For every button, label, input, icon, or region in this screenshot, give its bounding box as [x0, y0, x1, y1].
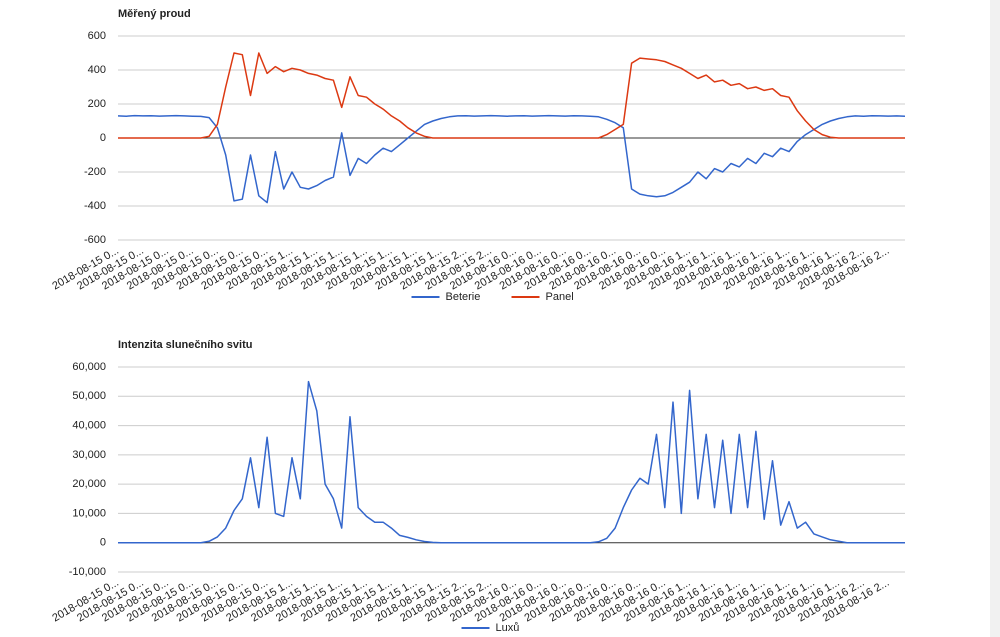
y-tick-label: 400	[88, 64, 106, 76]
series-line	[117, 114, 906, 204]
chart-title: Měřený proud	[118, 8, 191, 20]
y-tick-label: -10,000	[69, 566, 106, 578]
y-tick-label: -200	[84, 166, 106, 178]
y-tick-label: 30,000	[72, 449, 106, 461]
chart-title: Intenzita slunečního svitu	[118, 339, 252, 351]
y-tick-label: -600	[84, 234, 106, 246]
legend-label: Panel	[546, 291, 574, 303]
y-tick-label: 60,000	[72, 361, 106, 373]
y-tick-label: 20,000	[72, 478, 106, 490]
y-tick-label: 10,000	[72, 507, 106, 519]
scrollbar	[990, 0, 1000, 637]
legend-label: Luxů	[496, 622, 520, 634]
y-tick-label: 0	[100, 132, 106, 144]
y-tick-label: 40,000	[72, 419, 106, 431]
y-tick-label: 0	[100, 537, 106, 549]
y-tick-label: 50,000	[72, 390, 106, 402]
series-line	[118, 52, 905, 139]
y-tick-label: -400	[84, 200, 106, 212]
y-tick-label: 600	[88, 30, 106, 42]
series-line	[118, 380, 905, 544]
y-tick-label: 200	[88, 98, 106, 110]
legend-label: Beterie	[446, 291, 481, 303]
